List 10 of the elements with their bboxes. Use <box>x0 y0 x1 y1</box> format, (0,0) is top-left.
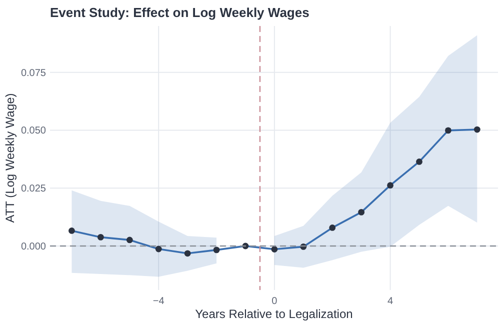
x-tick-label: −4 <box>152 296 165 307</box>
y-axis-title: ATT (Log Weekly Wage) <box>3 93 17 223</box>
x-tick-label: 0 <box>272 296 278 307</box>
y-tick-label: 0.000 <box>20 242 46 252</box>
y-tick-label: 0.075 <box>20 68 46 79</box>
y-tick-label: 0.025 <box>20 184 46 195</box>
y-tick-label: 0.050 <box>20 126 46 137</box>
x-axis-title: Years Relative to Legalization <box>195 307 353 321</box>
chart-title: Event Study: Effect on Log Weekly Wages <box>50 5 310 20</box>
x-tick-label: 4 <box>387 296 394 307</box>
